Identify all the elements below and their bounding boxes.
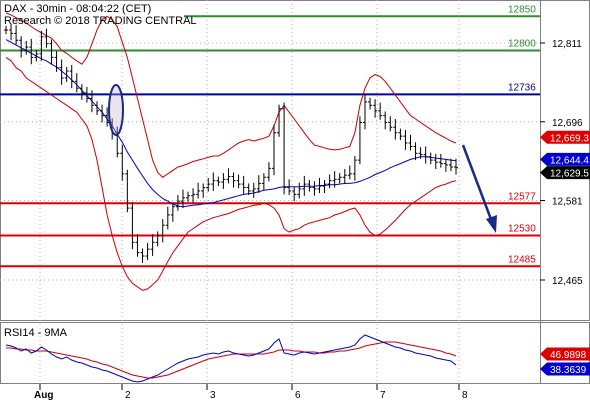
price-tag-box [540,166,590,180]
forecast-arrow [461,144,497,233]
grid [0,0,540,384]
level-label: 12485 [508,254,536,265]
price-bars [4,23,458,263]
level-label: 12530 [508,223,536,234]
y-tick-label: 12,465 [552,276,583,287]
rsi-tag-box [540,347,590,361]
rsi-tag-box [540,362,590,376]
x-tick-label: 2 [125,390,131,400]
price-tags: 12,669.3 12,644.4 12,629.5 46.9898 38.3639 [540,130,590,376]
price-tag: 12,669.3 [550,133,589,144]
x-tick-label: 3 [210,390,216,400]
chart-title: DAX - 30min - 08:04:22 (CET) [4,3,151,15]
rsi-title: RSI14 - 9MA [4,327,68,339]
rsi-tag: 38.3639 [550,365,587,376]
levels: 12850 12800 12736 12577 12530 12485 [0,4,540,268]
x-tick-label: 8 [462,390,468,400]
bollinger-bands [5,12,457,291]
moving-average-line [5,39,457,208]
rsi-ma-line [6,341,457,379]
x-tick-label: Aug [34,390,53,400]
price-tag: 12,629.5 [550,169,589,180]
rsi-line [5,334,457,383]
level-label: 12850 [508,4,536,15]
price-tag: 12,644.4 [550,155,589,166]
bollinger-lower-line [5,56,457,291]
bollinger-upper-line [5,12,457,178]
price-tag-box [540,152,590,166]
highlight-ellipse [108,84,124,136]
x-tick-label: 6 [295,390,301,400]
level-label: 12800 [508,39,536,50]
chart-copyright: Research © 2018 TRADING CENTRAL [4,15,197,27]
x-tick-label: 7 [380,390,386,400]
price-tag-box [540,130,590,144]
y-tick-label: 12,696 [552,118,583,129]
rsi-tag: 46.9898 [550,350,587,361]
level-label: 12577 [508,191,536,202]
y-tick-label: 12,581 [552,197,583,208]
price-panel-frame [0,0,590,321]
level-label: 12736 [508,82,536,93]
axis-ticks: 12,465 12,581 12,696 12,811 Aug 2 3 6 7 8 [34,39,583,400]
y-tick-label: 12,811 [552,39,582,50]
rsi-panel-frame [0,322,590,384]
rsi-panel [5,334,457,383]
